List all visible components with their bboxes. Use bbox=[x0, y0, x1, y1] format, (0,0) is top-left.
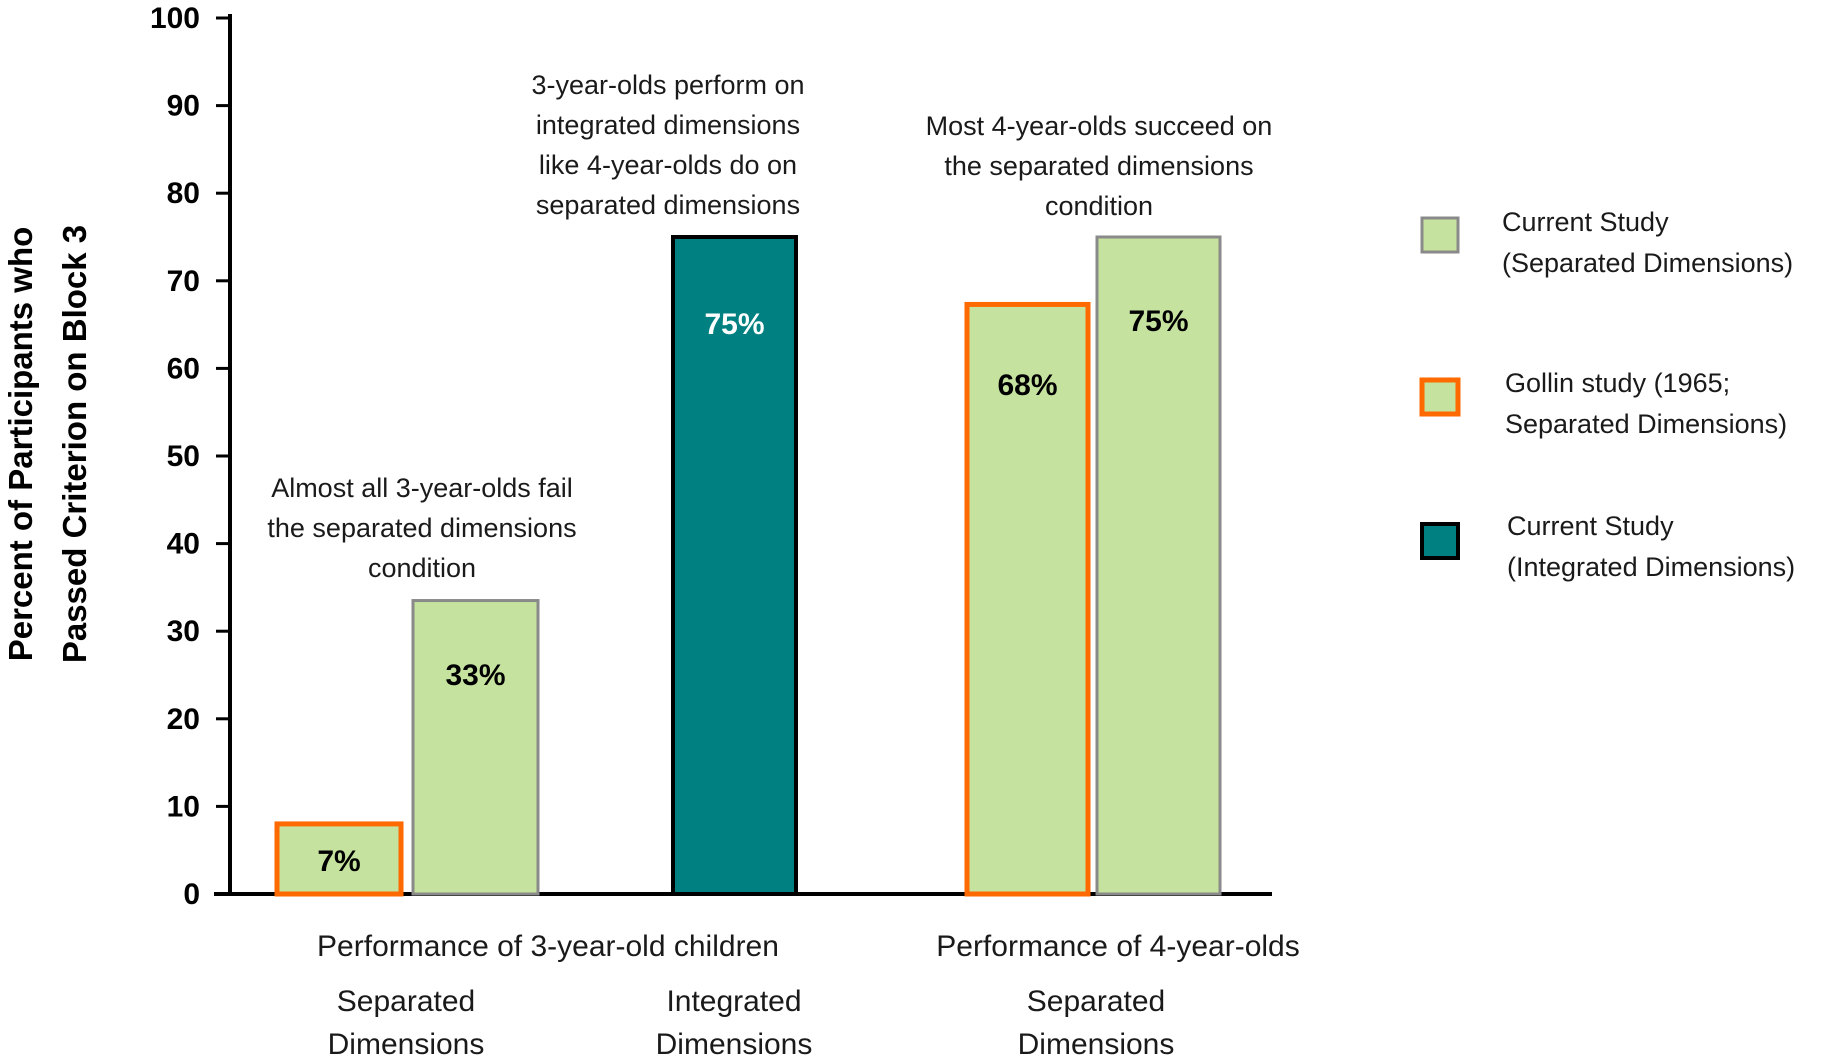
legend-label: Current Study bbox=[1502, 207, 1669, 237]
annotation-text: separated dimensions bbox=[536, 190, 800, 220]
y-tick-label: 90 bbox=[167, 90, 200, 123]
bar-value-label: 75% bbox=[1128, 305, 1188, 338]
annotation-text: Most 4-year-olds succeed on bbox=[926, 111, 1273, 141]
y-tick-label: 10 bbox=[167, 790, 200, 823]
bars bbox=[274, 235, 1222, 897]
y-tick-label: 40 bbox=[167, 528, 200, 561]
legend-label: Current Study bbox=[1507, 511, 1674, 541]
group-label: Performance of 4-year-olds bbox=[936, 930, 1300, 963]
bar-5 bbox=[1095, 235, 1222, 896]
annotation-text: the separated dimensions bbox=[267, 513, 576, 543]
bar-value-label: 75% bbox=[704, 308, 764, 341]
bar-3 bbox=[671, 235, 798, 896]
legend-label: (Separated Dimensions) bbox=[1502, 248, 1793, 278]
annotation-text: condition bbox=[368, 553, 476, 583]
y-tick-label: 70 bbox=[167, 265, 200, 298]
bar-value-labels: 7% 33% 75% 68% 75% bbox=[317, 305, 1188, 878]
y-tick-label: 60 bbox=[167, 352, 200, 385]
bar-value-label: 68% bbox=[997, 369, 1057, 402]
condition-label: Dimensions bbox=[656, 1028, 813, 1058]
condition-label: Integrated bbox=[666, 985, 801, 1018]
bar-value-label: 33% bbox=[445, 659, 505, 692]
y-tick-label: 0 bbox=[183, 878, 200, 911]
legend-swatch bbox=[1420, 216, 1460, 254]
condition-label: Separated bbox=[1027, 985, 1165, 1018]
y-tick-label: 50 bbox=[167, 440, 200, 473]
legend-swatch bbox=[1419, 377, 1461, 417]
annotation-text: like 4-year-olds do on bbox=[539, 150, 797, 180]
condition-label: Separated bbox=[337, 985, 475, 1018]
annotation-text: Almost all 3-year-olds fail bbox=[271, 473, 573, 503]
bar-value-label: 7% bbox=[317, 845, 360, 878]
bar-2 bbox=[411, 599, 540, 896]
condition-label: Dimensions bbox=[328, 1028, 485, 1058]
condition-label: Dimensions bbox=[1018, 1028, 1175, 1058]
legend-label: (Integrated Dimensions) bbox=[1507, 552, 1795, 582]
legend-label: Gollin study (1965; bbox=[1505, 368, 1730, 398]
y-tick-label: 100 bbox=[150, 2, 200, 35]
x-axis-labels: Performance of 3-year-old children Perfor… bbox=[317, 930, 1300, 1058]
legend-swatch bbox=[1420, 522, 1460, 560]
y-axis-ticks: 0 10 20 30 40 50 60 70 80 90 100 bbox=[150, 2, 230, 911]
legend: Current Study (Separated Dimensions) Golli… bbox=[1419, 207, 1795, 582]
bar-1 bbox=[274, 821, 404, 897]
y-axis-title-line: Percent of Participants who bbox=[2, 227, 39, 662]
legend-label: Separated Dimensions) bbox=[1505, 409, 1787, 439]
annotation-text: integrated dimensions bbox=[536, 110, 800, 140]
y-tick-label: 80 bbox=[167, 177, 200, 210]
bar-4 bbox=[964, 301, 1091, 897]
annotation-text: condition bbox=[1045, 191, 1153, 221]
y-axis-title: Percent of Participants who Passed Criter… bbox=[2, 225, 93, 663]
y-axis-title-line: Passed Criterion on Block 3 bbox=[56, 225, 93, 663]
annotation-text: 3-year-olds perform on bbox=[531, 70, 804, 100]
annotation-text: the separated dimensions bbox=[944, 151, 1253, 181]
y-tick-label: 30 bbox=[167, 615, 200, 648]
annotations: Almost all 3-year-olds fail the separated… bbox=[267, 70, 1272, 583]
y-tick-label: 20 bbox=[167, 703, 200, 736]
group-label: Performance of 3-year-old children bbox=[317, 930, 779, 963]
